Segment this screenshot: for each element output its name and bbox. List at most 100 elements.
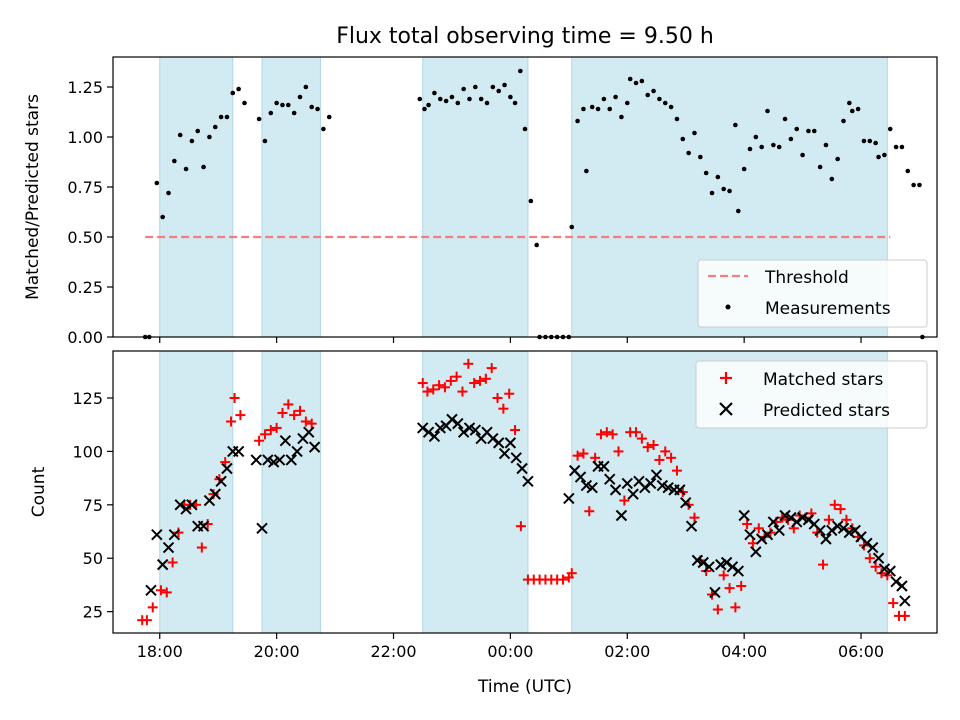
measurement-point <box>788 136 794 142</box>
predicted-star-point <box>761 529 774 541</box>
predicted-star-point <box>732 565 745 577</box>
predicted-star-point <box>487 432 499 445</box>
measurement-point <box>166 190 171 196</box>
predicted-star-point <box>861 537 873 549</box>
x-tick-label: 00:00 <box>487 642 533 661</box>
measurement-point <box>274 100 279 106</box>
bottom-panel-frame <box>112 350 938 634</box>
measurement-point <box>829 176 835 182</box>
measurement-point <box>651 88 656 94</box>
matched-star-point <box>463 358 474 369</box>
measurement-point <box>861 138 867 144</box>
measurement-point <box>242 100 247 106</box>
predicted-star-point <box>273 454 286 466</box>
predicted-star-point <box>703 561 715 573</box>
predicted-star-point <box>186 499 198 511</box>
matched-star-point <box>689 512 700 523</box>
predicted-star-point <box>469 424 482 436</box>
x-tick-label: 04:00 <box>721 642 767 661</box>
matched-star-point <box>271 422 282 433</box>
measurement-point <box>727 188 732 194</box>
predicted-star-point <box>285 454 297 466</box>
measurement-point <box>172 158 177 164</box>
predicted-star-point <box>826 524 838 537</box>
measurement-point <box>882 152 887 158</box>
measurement-point <box>309 104 314 110</box>
measurement-point <box>806 128 811 134</box>
measurement-point <box>674 116 680 122</box>
predicted-star-point <box>522 475 534 488</box>
predicted-star-point <box>250 454 262 466</box>
predicted-star-point <box>291 445 303 458</box>
predicted-star-point <box>162 541 175 554</box>
predicted-star-point <box>791 516 803 528</box>
matched-star-point <box>619 495 630 506</box>
top-panel-x-ticks <box>159 337 862 343</box>
predicted-star-point <box>516 462 528 475</box>
measurement-point <box>601 96 607 102</box>
y-tick-label: 125 <box>72 389 103 408</box>
measurement-point <box>286 102 291 108</box>
measurement-point <box>484 100 490 106</box>
measurement-point <box>692 130 697 136</box>
top-panel-y-label: Matched/Predicted stars <box>23 94 43 300</box>
measurement-point <box>657 96 662 102</box>
predicted-star-point <box>428 430 441 443</box>
bottom-panel: 25 50 75 100 125 18:00 20:00 22:00 00:00 02:00 04… <box>29 350 938 697</box>
matched-star-point <box>829 499 840 510</box>
top-panel-shaded-intervals <box>159 56 888 338</box>
matched-star-point <box>736 581 747 591</box>
measurement-point <box>518 68 523 74</box>
x-tick-label: 06:00 <box>838 642 884 661</box>
predicted-star-point <box>837 522 850 535</box>
matched-star-point <box>498 403 509 414</box>
matched-star-point <box>631 427 642 438</box>
predicted-star-point <box>755 533 768 545</box>
matched-star-point <box>578 448 589 459</box>
matched-star-point <box>428 384 439 395</box>
predicted-star-point <box>504 437 517 449</box>
measurement-point <box>437 96 443 102</box>
measurement-point <box>733 122 738 128</box>
measurement-point <box>522 126 528 132</box>
predicted-star-point <box>650 469 663 481</box>
measurement-point <box>811 128 817 134</box>
matched-star-point <box>451 371 462 382</box>
y-tick-label: 0.50 <box>67 228 103 247</box>
chart-title: Flux total observing time = 9.50 h <box>336 24 714 49</box>
measurement-point <box>627 76 633 82</box>
matched-star-point <box>439 382 450 393</box>
measurement-point <box>461 86 466 92</box>
predicted-star-point <box>720 556 733 569</box>
predicted-star-point <box>492 437 505 449</box>
matched-star-point <box>306 418 317 429</box>
matched-star-point <box>492 393 503 403</box>
predicted-star-point <box>726 561 739 573</box>
predicted-star-point <box>604 473 616 485</box>
matched-star-point <box>671 465 682 476</box>
measurement-point <box>280 102 285 108</box>
predicted-star-point <box>232 445 245 458</box>
matched-star-point <box>572 450 583 461</box>
matched-star-point <box>712 604 723 615</box>
predicted-star-point <box>744 529 756 541</box>
y-tick-label: 25 <box>83 603 103 622</box>
matched-star-point <box>613 446 624 457</box>
predicted-star-point <box>890 576 902 588</box>
predicted-star-point <box>621 477 633 490</box>
matched-legend-swatch <box>720 372 732 384</box>
measurement-point <box>426 102 431 108</box>
matched-star-point <box>422 386 433 397</box>
measurement-point <box>455 100 461 106</box>
predicted-star-point <box>709 586 721 599</box>
matched-star-point <box>584 506 595 517</box>
matched-star-point <box>434 380 445 391</box>
predicted-star-point <box>750 546 762 558</box>
predicted-star-point <box>615 509 628 522</box>
x-axis-label: Time (UTC) <box>477 677 572 697</box>
matched-star-point <box>718 570 729 581</box>
measurement-point <box>873 140 878 146</box>
bottom-legend: Matched stars Predicted stars <box>695 360 928 429</box>
predicted-star-point <box>627 488 639 500</box>
observing-interval <box>422 56 529 338</box>
